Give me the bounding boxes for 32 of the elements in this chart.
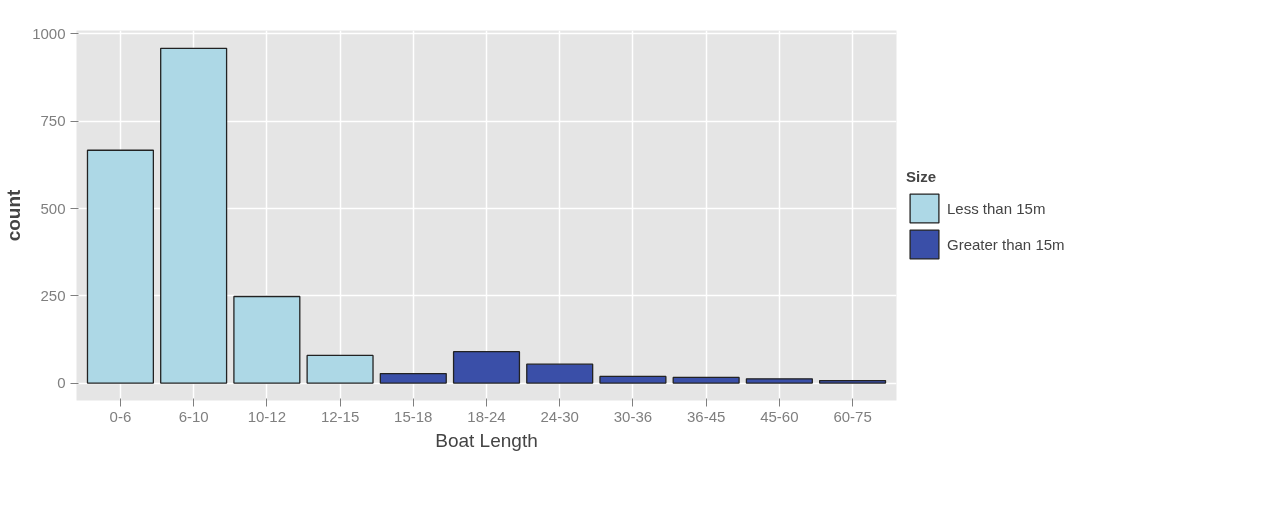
x-tick-label: 12-15: [320, 407, 360, 425]
x-tick-label: 0-6: [109, 407, 132, 425]
bar: [745, 378, 813, 384]
y-tick-label: 250: [40, 286, 66, 304]
bar: [526, 363, 594, 384]
legend-label: Less than 15m: [947, 199, 1046, 217]
bar: [379, 372, 447, 384]
legend-title: Size: [906, 168, 937, 185]
bar: [306, 354, 374, 384]
bar: [452, 350, 521, 384]
x-tick-label: 24-30: [540, 407, 579, 425]
x-tick-label: 36-45: [686, 407, 726, 425]
x-tick-label: 6-10: [178, 407, 209, 425]
bar: [599, 375, 667, 384]
bar: [160, 47, 228, 384]
y-tick-label: 500: [40, 199, 66, 217]
x-tick-label: 30-36: [613, 407, 653, 425]
bar: [233, 295, 301, 384]
x-tick-label: 15-18: [394, 407, 433, 425]
y-axis-title: count: [3, 188, 25, 242]
x-tick-label: 60-75: [833, 407, 872, 425]
x-tick-label: 45-60: [760, 407, 799, 425]
legend-label: Greater than 15m: [947, 235, 1065, 253]
y-tick-label: 0: [57, 374, 66, 392]
x-axis-title: Boat Length: [435, 429, 538, 451]
x-tick-label: 18-24: [467, 407, 506, 425]
x-tick-label: 10-12: [247, 407, 287, 425]
bar: [86, 149, 155, 384]
bar: [818, 379, 887, 384]
y-tick-label: 750: [40, 112, 66, 130]
bar: [672, 376, 740, 384]
y-tick-label: 1000: [32, 24, 66, 42]
